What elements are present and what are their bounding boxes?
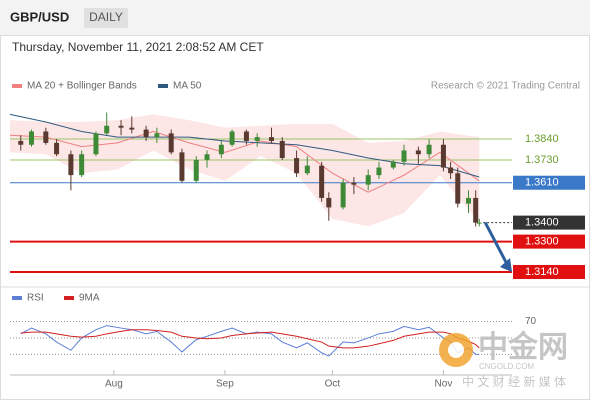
legend-swatch xyxy=(158,84,168,88)
candle-body xyxy=(440,144,446,168)
level-label: 1.3730 xyxy=(525,154,559,166)
candle-body xyxy=(168,133,174,153)
candle-body xyxy=(143,129,149,138)
candle-body xyxy=(319,165,325,198)
x-tick-label: Aug xyxy=(105,379,123,390)
period: DAILY xyxy=(89,10,123,24)
candle-body xyxy=(254,137,260,141)
candle-body xyxy=(426,144,432,155)
candle-body xyxy=(326,197,332,208)
candle-body xyxy=(68,154,74,176)
legend-label: RSI xyxy=(27,293,44,304)
candle-body xyxy=(104,125,110,134)
bollinger-band xyxy=(10,114,480,227)
legend-swatch xyxy=(12,84,22,88)
forecast-arrow xyxy=(483,221,510,267)
symbol: GBP/USD xyxy=(10,9,69,24)
candle-body xyxy=(43,131,49,143)
candle-body xyxy=(268,137,274,141)
level-label: 1.3610 xyxy=(525,177,559,189)
candle-body xyxy=(18,140,24,145)
watermark-logo-inner xyxy=(448,342,464,358)
candle-body xyxy=(473,197,479,223)
candle-body xyxy=(304,165,310,174)
candle-body xyxy=(415,150,421,155)
level-label-box xyxy=(513,264,585,279)
candle-body xyxy=(118,125,124,128)
forecast-arrowhead xyxy=(500,257,512,272)
watermark: 中金网 CNGOLD.COM 中 文 财 经 新 媒 体 xyxy=(439,330,568,389)
candle-body xyxy=(193,159,199,181)
candle-body xyxy=(79,154,85,176)
candle-body xyxy=(365,175,371,185)
candle-body xyxy=(218,144,224,155)
candle-body xyxy=(129,127,135,130)
level-label-box xyxy=(513,234,585,249)
candle-body xyxy=(93,133,99,155)
watermark-site: CNGOLD.COM xyxy=(479,362,534,371)
candle-body xyxy=(340,182,346,208)
candle-body xyxy=(179,152,185,181)
candle-body xyxy=(279,140,285,159)
level-label: 1.3400 xyxy=(525,217,559,229)
candle-body xyxy=(476,222,482,224)
legend-swatch xyxy=(12,296,22,300)
candle-body xyxy=(448,167,454,174)
level-label-box xyxy=(513,175,585,190)
candle-body xyxy=(376,167,382,176)
indicator-line xyxy=(20,329,480,349)
candle-body xyxy=(351,182,357,185)
frame xyxy=(0,35,590,400)
candle-body xyxy=(54,142,60,155)
candle-body xyxy=(294,158,300,174)
y-tick-label: 70 xyxy=(525,316,537,327)
candle-body xyxy=(455,173,461,204)
credit: Research © 2021 Trading Central xyxy=(431,81,580,92)
period-box xyxy=(84,8,128,28)
candle-body xyxy=(243,131,249,141)
candle-body xyxy=(204,154,210,160)
legend-label: MA 50 xyxy=(173,81,202,92)
candle-body xyxy=(390,161,396,168)
level-label-box xyxy=(513,215,585,230)
legend-label: 9MA xyxy=(79,293,100,304)
legend-swatch xyxy=(64,296,74,300)
candle-body xyxy=(229,131,235,145)
watermark-brand: 中金网 xyxy=(478,330,568,364)
level-label: 1.3140 xyxy=(525,266,559,278)
level-label: 1.3300 xyxy=(525,236,559,248)
level-label: 1.3840 xyxy=(525,133,559,145)
ma-line xyxy=(9,130,480,193)
candle-body xyxy=(401,150,407,162)
x-tick-label: Nov xyxy=(435,379,453,390)
ma-line xyxy=(9,113,480,178)
legend-label: MA 20 + Bollinger Bands xyxy=(27,81,137,92)
candle-body xyxy=(28,131,34,145)
datetime: Thursday, November 11, 2021 2:08:52 AM C… xyxy=(12,40,264,54)
candle-body xyxy=(154,133,160,138)
x-tick-label: Oct xyxy=(325,379,341,390)
candle-body xyxy=(466,197,472,204)
watermark-tagline: 中 文 财 经 新 媒 体 xyxy=(462,374,566,389)
x-tick-label: Sep xyxy=(216,379,234,390)
